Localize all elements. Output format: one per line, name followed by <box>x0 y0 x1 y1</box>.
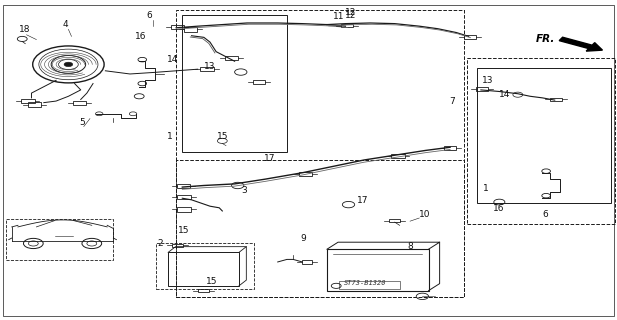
Bar <box>391 154 405 158</box>
Text: 17: 17 <box>264 154 276 163</box>
Bar <box>177 195 191 199</box>
Text: 7: 7 <box>449 97 455 106</box>
Bar <box>172 244 183 247</box>
Bar <box>177 207 191 212</box>
Bar <box>21 99 35 103</box>
Bar <box>341 24 353 28</box>
FancyArrow shape <box>559 37 602 51</box>
Text: 16: 16 <box>493 204 505 212</box>
Text: ST73-B1320: ST73-B1320 <box>344 280 387 286</box>
Bar <box>183 27 197 32</box>
Text: 18: 18 <box>19 25 31 34</box>
Bar <box>327 249 429 291</box>
Bar <box>476 87 488 91</box>
Bar <box>299 172 312 176</box>
Bar <box>73 101 86 105</box>
Bar <box>339 281 400 289</box>
Bar <box>477 68 611 203</box>
Circle shape <box>64 62 73 67</box>
Text: 3: 3 <box>241 186 247 195</box>
Bar <box>182 15 287 152</box>
Text: 1: 1 <box>483 184 489 194</box>
Text: 1: 1 <box>167 132 173 141</box>
Bar <box>467 58 615 224</box>
Text: 12: 12 <box>346 8 357 17</box>
Bar <box>157 243 254 289</box>
Text: 8: 8 <box>407 242 413 251</box>
Text: 11: 11 <box>333 12 345 21</box>
Bar <box>168 252 239 286</box>
Text: 13: 13 <box>204 62 215 71</box>
Text: 4: 4 <box>62 20 68 29</box>
Bar <box>6 219 114 260</box>
Text: 17: 17 <box>357 196 368 204</box>
Bar <box>172 25 183 29</box>
Text: 15: 15 <box>217 132 229 141</box>
Bar <box>198 289 209 292</box>
Text: 15: 15 <box>206 277 218 286</box>
Bar <box>253 80 265 84</box>
Bar <box>200 67 213 71</box>
Text: 9: 9 <box>300 234 305 243</box>
Text: 2: 2 <box>158 239 164 248</box>
Bar <box>176 10 464 297</box>
Text: 5: 5 <box>80 117 85 126</box>
Bar <box>176 184 190 188</box>
Bar <box>463 35 476 39</box>
Text: 15: 15 <box>178 226 189 235</box>
Text: 14: 14 <box>167 55 178 64</box>
Bar <box>444 146 456 150</box>
Bar <box>389 219 400 222</box>
Text: 14: 14 <box>499 91 511 100</box>
Text: 13: 13 <box>482 76 494 85</box>
Text: 6: 6 <box>146 11 152 20</box>
Text: FR.: FR. <box>536 34 556 44</box>
Bar <box>176 160 464 297</box>
Bar <box>28 102 41 107</box>
Text: 10: 10 <box>420 210 431 219</box>
Text: 12: 12 <box>346 11 357 20</box>
Text: 6: 6 <box>542 210 548 219</box>
Text: 16: 16 <box>135 32 146 41</box>
Bar <box>302 260 312 264</box>
Bar <box>550 98 562 101</box>
Bar <box>225 56 238 60</box>
